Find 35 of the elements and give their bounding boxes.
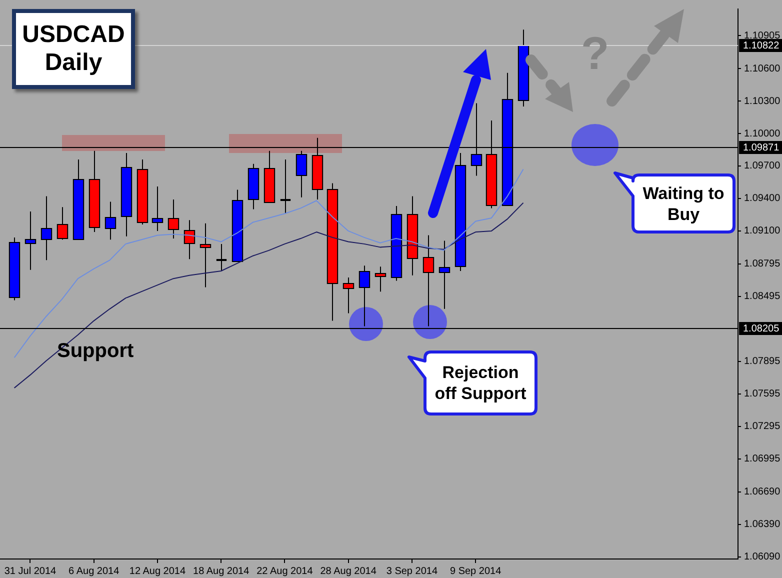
- y-tick-label: 1.06090: [744, 552, 781, 563]
- speech-bubble: Rejection off Support: [407, 350, 538, 416]
- x-tick-label: 22 Aug 2014: [256, 566, 314, 577]
- ref-line-label: 1.08205: [743, 323, 780, 334]
- x-tick-label: 9 Sep 2014: [450, 566, 502, 577]
- y-tick-label: 1.06690: [744, 486, 781, 498]
- y-tick-label: 1.07595: [744, 388, 781, 400]
- speech-bubble: Waiting to Buy: [613, 171, 736, 234]
- text: ?: [581, 26, 610, 80]
- x-tick-label: 28 Aug 2014: [320, 566, 377, 577]
- y-tick-label: 1.07295: [744, 421, 781, 432]
- annotation: Rejection off Support: [434, 362, 528, 404]
- candlestick: [279, 158, 292, 214]
- y-tick-label: 1.09400: [744, 193, 781, 204]
- x-tick-label: 3 Sep 2014: [386, 566, 438, 577]
- ref-line-label: 1.09871: [743, 142, 780, 154]
- y-tick-label: 1.06995: [744, 454, 781, 465]
- y-tick-label: 1.10600: [744, 63, 781, 74]
- x-tick-label: 18 Aug 2014: [192, 566, 250, 577]
- y-tick-label: 1.09700: [744, 160, 781, 172]
- x-tick-label: 12 Aug 2014: [129, 566, 186, 577]
- y-tick-label: 1.10000: [744, 128, 781, 140]
- y-tick-label: 1.08495: [744, 291, 781, 302]
- x-tick-label: 6 Aug 2014: [68, 566, 120, 577]
- y-tick-label: 1.09100: [744, 226, 781, 237]
- y-tick-label: 1.10905: [744, 30, 781, 42]
- y-tick-label: 1.06390: [744, 519, 781, 530]
- annotation: Support: [57, 340, 134, 363]
- title-frame: USDCAD Daily: [12, 9, 135, 89]
- y-tick-label: 1.10300: [744, 96, 781, 107]
- candlestick: [215, 243, 228, 272]
- y-tick-label: 1.08795: [744, 258, 781, 270]
- y-tick-label: 1.07895: [744, 356, 781, 368]
- x-tick-label: 31 Jul 2014: [4, 566, 57, 577]
- ref-line-label: 1.10822: [743, 40, 780, 52]
